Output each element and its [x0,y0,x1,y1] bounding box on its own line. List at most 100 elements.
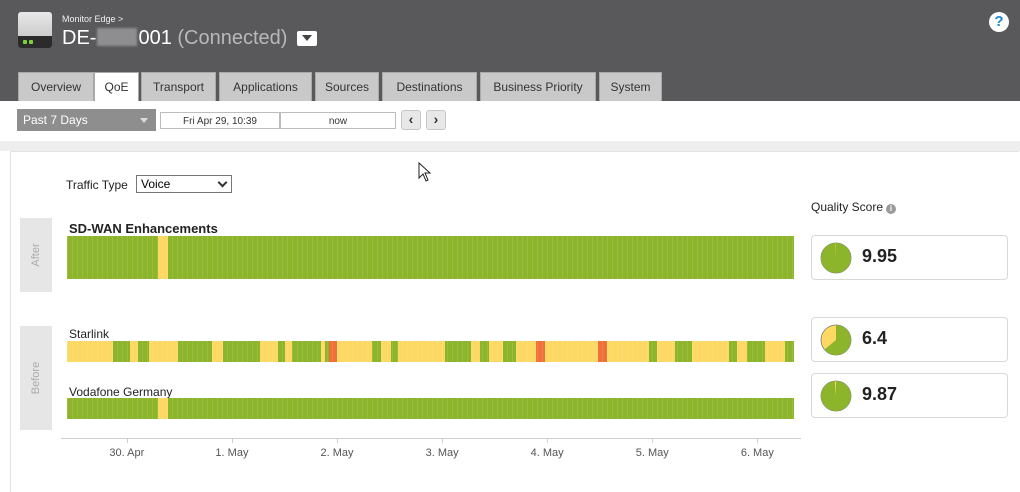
axis-tick [126,438,128,443]
qoe-segment-good [168,398,795,419]
qoe-segment-good [746,341,766,362]
pie-good-slice [821,381,851,411]
qoe-bar-vodafone[interactable] [67,398,795,419]
connection-status: (Connected) [177,27,288,49]
tab-applications[interactable]: Applications [219,72,312,101]
help-icon[interactable]: ? [989,12,1009,32]
qoe-segment-fair [336,341,373,362]
link-name-starlink: Starlink [69,327,110,341]
time-range-select[interactable]: Past 7 Days [17,109,156,131]
qoe-segment-fair [157,398,169,419]
device-dropdown-button[interactable] [297,31,318,46]
score-card-starlink: 6.4 [811,317,1008,362]
axis-tick-label: 30. Apr [109,447,145,459]
qoe-segment-good [67,398,159,419]
qoe-segment-good [785,341,795,362]
qoe-segment-fair [545,341,599,362]
qoe-segment-good [503,341,517,362]
chevron-right-icon[interactable]: › [426,110,446,130]
qoe-segment-fair [285,341,293,362]
quality-pie-icon [820,380,852,412]
qoe-segment-fair [157,236,169,279]
time-axis [61,438,801,439]
quality-score-heading: Quality Score i [811,200,897,214]
qoe-segment-poor [535,341,546,362]
axis-tick-label: 6. May [740,447,774,459]
tab-sources[interactable]: Sources [315,72,379,101]
axis-tick [652,438,654,443]
redacted-area [97,28,138,46]
qoe-segment-fair [321,341,326,362]
qoe-segment-fair [149,341,179,362]
qoe-segment-good [325,341,330,362]
qoe-segment-fair [692,341,730,362]
qoe-segment-good [728,341,738,362]
tab-business-priority[interactable]: Business Priority [480,72,596,101]
qoe-segment-good [648,341,658,362]
mouse-cursor-icon [418,162,432,182]
qoe-segment-fair [737,341,748,362]
traffic-type-select[interactable]: Voice [136,175,232,193]
pie-good-slice [824,325,851,355]
app-header: Monitor Edge > DE- 001 (Connected) ? Over… [0,0,1020,101]
qoe-segment-good [390,341,399,362]
after-label: After [30,243,42,267]
breadcrumb[interactable]: Monitor Edge > [62,14,124,24]
traffic-type-label: Traffic Type [66,178,128,192]
axis-tick [231,438,233,443]
qoe-segment-fair [471,341,481,362]
tab-overview[interactable]: Overview [18,72,94,101]
axis-tick-label: 1. May [215,447,249,459]
before-section-tab: Before [20,326,52,430]
info-icon[interactable]: i [886,204,897,214]
axis-tick [757,438,759,443]
qoe-segment-fair [607,341,650,362]
axis-tick [337,438,339,443]
axis-tick-label: 5. May [635,447,669,459]
bucket-lines [67,398,794,419]
qoe-segment-good [372,341,382,362]
qoe-segment-fair [212,341,224,362]
qoe-segment-fair [259,341,279,362]
bucket-lines [67,341,794,362]
qoe-bar-sdwan[interactable] [67,236,795,279]
qoe-segment-fair [381,341,391,362]
qoe-segment-fair [764,341,786,362]
qoe-segment-good [674,341,693,362]
tab-destinations[interactable]: Destinations [382,72,477,101]
time-toolbar: Past 7 Days Fri Apr 29, 10:39 now ‹ › [0,101,1020,141]
qoe-segment-good [168,236,795,279]
pie-good-slice [821,243,851,273]
qoe-segment-poor [328,341,338,362]
qoe-bar-starlink[interactable] [67,341,795,362]
score-value-sdwan: 9.95 [862,246,898,266]
quality-score-label: Quality Score [811,200,884,214]
score-card-sdwan: 9.95 [811,235,1008,280]
device-name-prefix: DE- [62,27,97,49]
score-value-vodafone: 9.87 [862,384,898,404]
axis-tick-label: 2. May [320,447,354,459]
device-name-suffix: 001 [138,27,172,49]
qoe-segment-good [138,341,150,362]
tab-transport[interactable]: Transport [141,72,216,101]
section-divider [0,141,1020,151]
qoe-segment-fair [397,341,446,362]
after-section-tab: After [20,218,52,292]
qoe-segment-good [277,341,286,362]
start-date-field[interactable]: Fri Apr 29, 10:39 [160,112,280,129]
axis-tick-label: 3. May [425,447,459,459]
qoe-segment-good [178,341,213,362]
end-date-field[interactable]: now [280,112,396,129]
qoe-segment-good [112,341,131,362]
link-name-sdwan: SD-WAN Enhancements [69,221,218,236]
tab-qoe[interactable]: QoE [94,72,139,101]
chevron-left-icon[interactable]: ‹ [401,110,421,130]
axis-tick [547,438,549,443]
axis-tick-label: 4. May [530,447,564,459]
qoe-segment-fair [488,341,504,362]
qoe-segment-fair [130,341,139,362]
before-label: Before [30,361,42,395]
tab-system[interactable]: System [599,72,662,101]
edge-device-icon [18,12,52,48]
qoe-segment-poor [597,341,608,362]
